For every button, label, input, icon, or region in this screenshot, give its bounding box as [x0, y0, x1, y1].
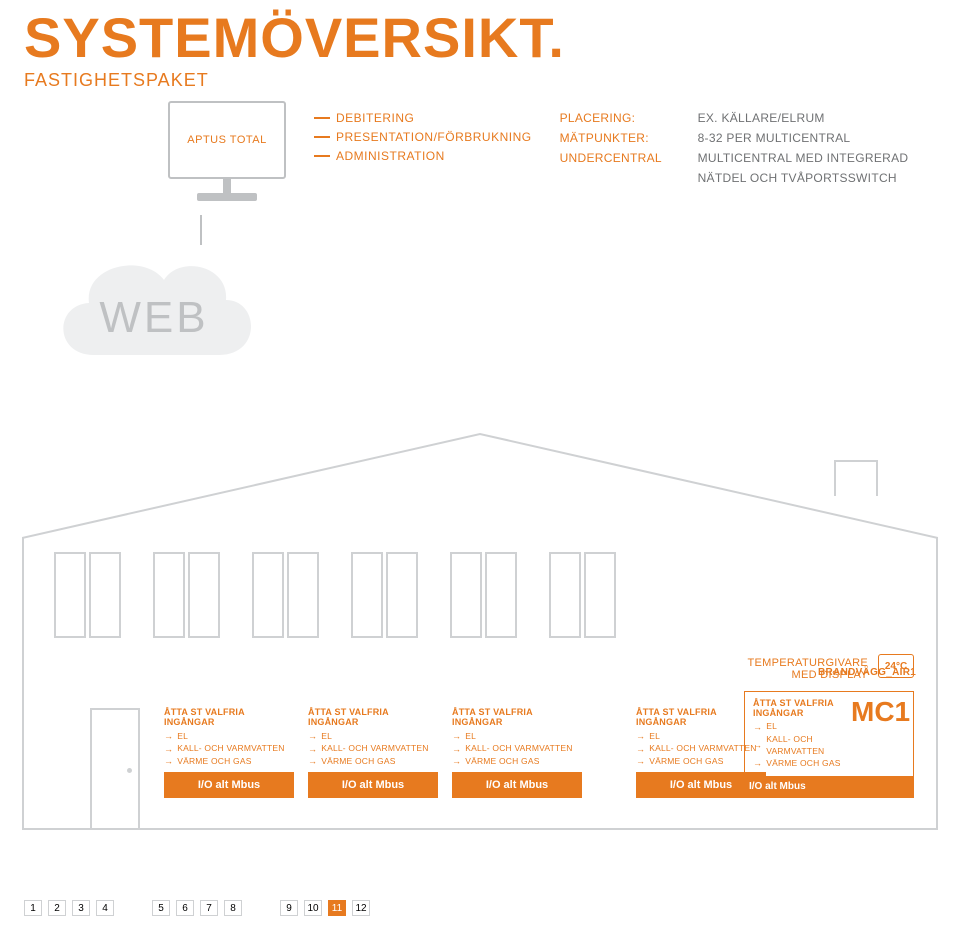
monitor: APTUS TOTAL — [168, 101, 286, 201]
connector-line — [200, 215, 202, 245]
io-block: I/O alt Mbus — [308, 772, 438, 798]
meta-label — [560, 171, 680, 185]
io-module: ÅTTA ST VALFRIA INGÅNGAR →EL→KALL- OCH VA… — [308, 707, 438, 798]
io-block: I/O alt Mbus — [452, 772, 582, 798]
topic-lines: DEBITERING PRESENTATION/FÖRBRUKNING ADMINI… — [314, 101, 532, 163]
window-group — [450, 552, 517, 642]
windows-row — [54, 552, 736, 642]
io-module-item: →VÄRME OCH GAS — [452, 755, 582, 768]
io-module-item: →VÄRME OCH GAS — [164, 755, 294, 768]
topic-line-label: ADMINISTRATION — [336, 149, 445, 163]
io-module-item: →VÄRME OCH GAS — [308, 755, 438, 768]
window-group — [252, 552, 319, 642]
page-title: SYSTEMÖVERSIKT. — [24, 10, 936, 66]
multicentral-area: TEMPERATURGIVARE MED DISPLAY 24°C ÅTTA S… — [744, 657, 914, 798]
io-row: ÅTTA ST VALFRIA INGÅNGAR→EL→KALL- OCH VA… — [164, 707, 766, 798]
building: ÅTTA ST VALFRIA INGÅNGAR→EL→KALL- OCH VA… — [22, 430, 938, 830]
page-number[interactable]: 12 — [352, 900, 370, 916]
page-number[interactable]: 5 — [152, 900, 170, 916]
meta-value: NÄTDEL OCH TVÅPORTSSWITCH — [698, 171, 918, 185]
page-number-strip: 123456789101112 — [24, 900, 370, 916]
io-module-title: ÅTTA ST VALFRIA INGÅNGAR — [164, 707, 294, 727]
topic-line-label: DEBITERING — [336, 111, 414, 125]
window-group — [351, 552, 418, 642]
meta-value: 8-32 PER MULTICENTRAL — [698, 131, 918, 145]
io-module-title: ÅTTA ST VALFRIA INGÅNGAR — [452, 707, 582, 727]
mc-title: ÅTTA ST VALFRIA INGÅNGAR — [753, 698, 843, 718]
topic-line: DEBITERING — [314, 111, 532, 125]
page-number[interactable]: 2 — [48, 900, 66, 916]
io-module-title: ÅTTA ST VALFRIA INGÅNGAR — [308, 707, 438, 727]
mc-item: →EL — [753, 721, 843, 734]
cloud: WEB — [44, 235, 264, 385]
io-module-item: →KALL- OCH VARMVATTEN — [164, 743, 294, 756]
brandvag-label: BRANDVÄGG_AIR1 — [818, 667, 908, 678]
io-module-item: →KALL- OCH VARMVATTEN — [452, 743, 582, 756]
window-group — [153, 552, 220, 642]
top-row: APTUS TOTAL DEBITERING PRESENTATION/FÖRBR… — [24, 101, 936, 201]
page-subtitle: FASTIGHETSPAKET — [24, 70, 936, 91]
meta-value: MULTICENTRAL MED INTEGRERAD — [698, 151, 918, 165]
chimney — [834, 460, 878, 496]
page-number[interactable]: 11 — [328, 900, 346, 916]
multicentral-box: ÅTTA ST VALFRIA INGÅNGAR →EL→KALL- OCH V… — [744, 691, 914, 798]
io-module-item: →EL — [164, 730, 294, 743]
mc-item: →KALL- OCH VARMVATTEN — [753, 734, 843, 758]
meta-value: EX. KÄLLARE/ELRUM — [698, 111, 918, 125]
mc-io-block: I/O alt Mbus — [745, 776, 913, 797]
window-group — [549, 552, 616, 642]
page-number[interactable]: 3 — [72, 900, 90, 916]
meta-label: UNDERCENTRAL — [560, 151, 680, 165]
io-module-item: →EL — [308, 730, 438, 743]
io-module-item: →KALL- OCH VARMVATTEN — [308, 743, 438, 756]
topic-line: PRESENTATION/FÖRBRUKNING — [314, 130, 532, 144]
io-module: ÅTTA ST VALFRIA INGÅNGAR →EL→KALL- OCH VA… — [452, 707, 582, 798]
topic-line-label: PRESENTATION/FÖRBRUKNING — [336, 130, 532, 144]
topic-line: ADMINISTRATION — [314, 149, 532, 163]
page-number[interactable]: 10 — [304, 900, 322, 916]
io-module-item: →EL — [452, 730, 582, 743]
page-number[interactable]: 8 — [224, 900, 242, 916]
io-module: ÅTTA ST VALFRIA INGÅNGAR →EL→KALL- OCH VA… — [164, 707, 294, 798]
meta-label: PLACERING: — [560, 111, 680, 125]
page-number[interactable]: 7 — [200, 900, 218, 916]
window-group — [54, 552, 121, 642]
page-number[interactable]: 1 — [24, 900, 42, 916]
mc-item: →VÄRME OCH GAS — [753, 757, 843, 770]
meta-label: MÄTPUNKTER: — [560, 131, 680, 145]
io-block: I/O alt Mbus — [164, 772, 294, 798]
cloud-label: WEB — [44, 293, 264, 343]
page-number[interactable]: 9 — [280, 900, 298, 916]
meta-table: PLACERING: EX. KÄLLARE/ELRUM MÄTPUNKTER: 8-… — [560, 101, 918, 185]
door — [90, 708, 140, 828]
page-number[interactable]: 4 — [96, 900, 114, 916]
page-number[interactable]: 6 — [176, 900, 194, 916]
monitor-label: APTUS TOTAL — [187, 134, 266, 146]
mc-big-label: MC1 — [851, 698, 905, 726]
